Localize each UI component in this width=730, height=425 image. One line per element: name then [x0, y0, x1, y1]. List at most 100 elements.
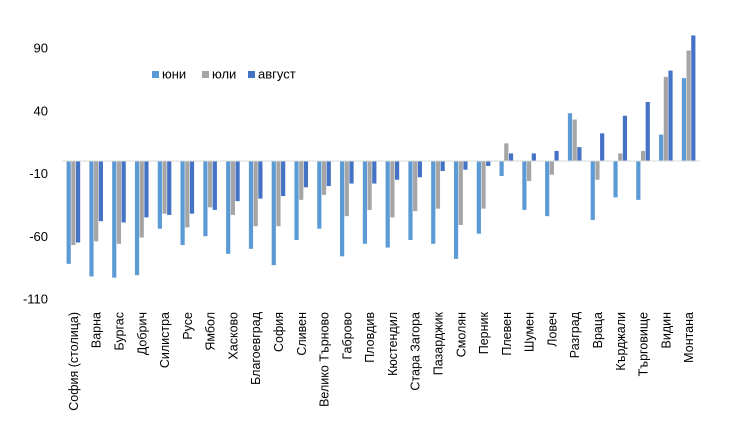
bar-3-2 — [98, 160, 103, 222]
category-label: Ямбол — [204, 312, 218, 351]
bar-2-15 — [390, 160, 395, 218]
bar-1-2 — [89, 160, 94, 277]
y-tick-label: -10 — [29, 166, 48, 181]
bar-1-11 — [294, 160, 299, 241]
bar-2-27 — [663, 76, 668, 161]
bar-3-15 — [394, 160, 400, 180]
bar-1-10 — [271, 160, 276, 266]
category-label: София — [272, 312, 286, 352]
bar-3-23 — [577, 147, 582, 161]
category-label: Варна — [90, 312, 104, 348]
bar-1-23 — [567, 113, 573, 161]
bar-1-18 — [453, 160, 459, 259]
category-label: Силистра — [158, 312, 172, 368]
bar-3-21 — [531, 153, 536, 161]
category-label: Русе — [181, 312, 195, 340]
bar-2-23 — [572, 119, 577, 161]
category-label: Стара Загора — [409, 312, 423, 391]
category-label: Ловеч — [545, 312, 559, 347]
bar-3-1 — [75, 160, 81, 243]
bar-3-14 — [372, 160, 377, 184]
bar-1-26 — [636, 160, 641, 200]
category-label: Сливен — [295, 312, 309, 356]
bar-1-24 — [590, 160, 595, 220]
bar-2-12 — [321, 160, 327, 195]
bar-3-3 — [121, 160, 126, 223]
category-label: Кюстендил — [386, 312, 400, 376]
category-label: Бургас — [112, 312, 126, 350]
bar-3-13 — [349, 160, 354, 184]
category-label: Велико Търново — [318, 312, 332, 407]
y-tick-label: 90 — [34, 41, 48, 56]
bar-1-8 — [226, 160, 231, 254]
bar-3-28 — [691, 35, 696, 161]
bar-1-20 — [499, 160, 504, 177]
bar-2-1 — [71, 160, 76, 246]
bar-2-22 — [549, 160, 554, 175]
bar-3-18 — [463, 160, 468, 170]
bar-3-4 — [144, 160, 149, 218]
bar-3-17 — [440, 160, 445, 171]
bar-2-4 — [139, 160, 144, 238]
bar-2-10 — [276, 160, 281, 227]
category-label: Пазарджик — [431, 311, 445, 375]
y-tick-label: 40 — [34, 103, 48, 118]
bar-2-25 — [618, 153, 623, 161]
category-label: Смолян — [454, 312, 468, 357]
bar-1-22 — [545, 160, 550, 217]
bar-3-12 — [326, 160, 331, 187]
bar-2-7 — [208, 160, 213, 208]
bar-1-17 — [431, 160, 436, 244]
bar-2-28 — [686, 50, 691, 161]
bar-2-20 — [504, 143, 509, 161]
category-label: Враца — [591, 312, 605, 348]
bar-3-25 — [622, 115, 628, 161]
bar-1-21 — [522, 160, 527, 210]
bar-2-17 — [435, 160, 441, 209]
category-label: София (столица) — [67, 312, 81, 411]
bar-2-14 — [367, 160, 372, 210]
bar-1-6 — [180, 160, 185, 246]
legend-swatch — [248, 71, 255, 78]
category-label: Кърджали — [614, 312, 628, 371]
y-tick-label: -60 — [29, 229, 48, 244]
legend-swatch — [152, 71, 159, 78]
legend-label: юни — [162, 67, 186, 82]
bar-3-8 — [235, 160, 240, 202]
bar-1-9 — [248, 160, 254, 249]
category-label: Монтана — [682, 312, 696, 363]
category-label: Търговище — [637, 312, 651, 376]
bar-1-27 — [659, 134, 664, 161]
bar-1-28 — [681, 78, 687, 161]
bar-3-11 — [303, 160, 309, 188]
bar-3-22 — [554, 150, 559, 161]
bar-1-7 — [203, 160, 208, 237]
category-label: Плевен — [500, 312, 514, 356]
bar-1-3 — [112, 160, 117, 278]
bar-2-2 — [94, 160, 99, 242]
bar-3-7 — [212, 160, 217, 210]
bar-3-6 — [189, 160, 195, 214]
legend-swatch — [202, 71, 209, 78]
bar-2-19 — [481, 160, 486, 209]
bar-1-25 — [613, 160, 618, 198]
bar-3-10 — [281, 160, 286, 197]
bar-3-19 — [486, 160, 491, 166]
bar-1-19 — [476, 160, 481, 234]
bar-1-14 — [362, 160, 368, 244]
category-label: Шумен — [523, 312, 537, 352]
bar-3-16 — [417, 160, 422, 178]
bar-2-18 — [458, 160, 463, 225]
category-label: Видин — [659, 312, 673, 349]
bar-2-5 — [162, 160, 167, 214]
bar-2-6 — [185, 160, 190, 228]
category-label: Хасково — [226, 312, 240, 360]
bar-1-13 — [340, 160, 345, 257]
bar-2-3 — [116, 160, 122, 244]
y-tick-label: -110 — [23, 292, 48, 307]
y-axis-ticks: 90 40 -10 -60 -110 — [23, 41, 48, 307]
category-label: Габрово — [340, 312, 354, 360]
bar-2-21 — [527, 160, 532, 182]
legend-label: юли — [212, 67, 236, 82]
